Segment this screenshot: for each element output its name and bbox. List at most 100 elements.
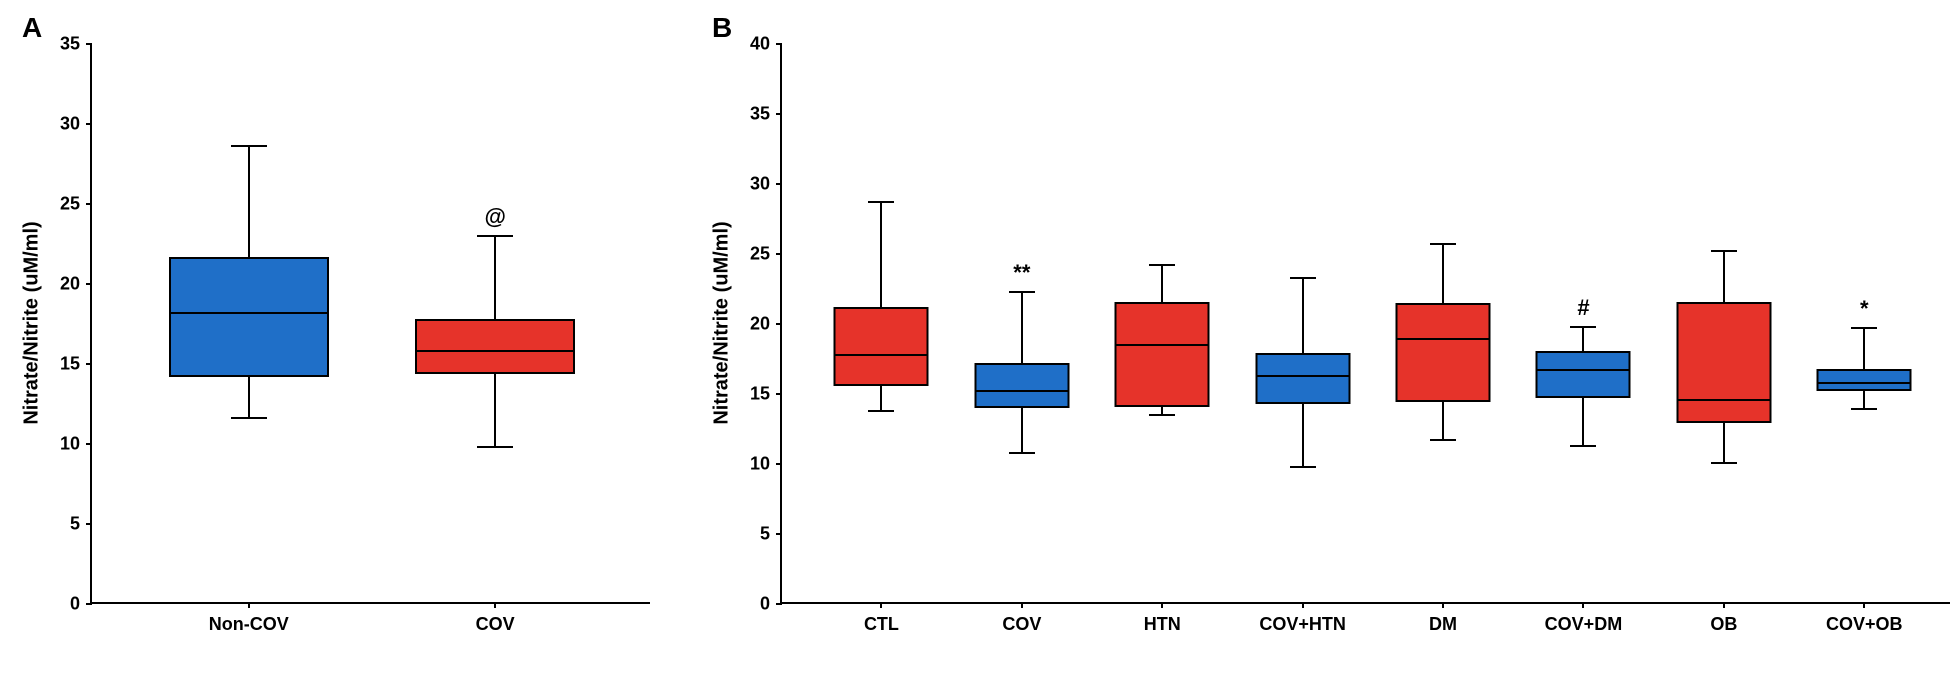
whisker-cap xyxy=(1149,414,1175,416)
xtick-label: HTN xyxy=(1144,614,1181,635)
panel-a-wrap: A Nitrate/Nitrite (uM/ml) 05101520253035… xyxy=(20,12,660,655)
ytick xyxy=(776,323,782,325)
box xyxy=(1396,303,1491,402)
whisker-cap xyxy=(1290,277,1316,279)
whisker xyxy=(1021,292,1023,363)
ytick xyxy=(86,443,92,445)
box xyxy=(1255,353,1350,403)
xtick-label: COV xyxy=(1002,614,1041,635)
ytick xyxy=(776,463,782,465)
ytick xyxy=(86,523,92,525)
xtick xyxy=(1021,602,1023,608)
whisker xyxy=(1161,265,1163,301)
panel-b-wrap: B Nitrate/Nitrite (uM/ml) 05101520253035… xyxy=(710,12,1960,655)
xtick xyxy=(1863,602,1865,608)
box xyxy=(974,363,1069,408)
significance-mark: # xyxy=(1577,295,1589,321)
xtick xyxy=(1302,602,1304,608)
xtick xyxy=(248,602,250,608)
median-line xyxy=(1115,344,1210,346)
ytick-label: 30 xyxy=(750,174,770,195)
xtick-label: COV+OB xyxy=(1826,614,1903,635)
ytick xyxy=(776,43,782,45)
box xyxy=(834,307,929,385)
whisker-cap xyxy=(1009,291,1035,293)
ytick-label: 35 xyxy=(60,34,80,55)
panel-a-area: Nitrate/Nitrite (uM/ml) 05101520253035No… xyxy=(90,44,650,604)
whisker xyxy=(1863,391,1865,409)
whisker-cap xyxy=(231,417,267,419)
xtick-label: COV+DM xyxy=(1545,614,1623,635)
whisker xyxy=(1863,328,1865,369)
ytick-label: 15 xyxy=(750,384,770,405)
whisker-cap xyxy=(1290,466,1316,468)
ytick-label: 30 xyxy=(60,114,80,135)
xtick-label: COV+HTN xyxy=(1259,614,1346,635)
ytick xyxy=(86,603,92,605)
panel-a-plot: Nitrate/Nitrite (uM/ml) 05101520253035No… xyxy=(20,40,660,655)
ytick xyxy=(86,363,92,365)
whisker xyxy=(494,374,496,448)
whisker-cap xyxy=(868,410,894,412)
whisker-cap xyxy=(1570,326,1596,328)
ytick xyxy=(86,123,92,125)
whisker xyxy=(1582,398,1584,446)
xtick-label: OB xyxy=(1710,614,1737,635)
box xyxy=(1536,351,1631,399)
whisker xyxy=(1442,402,1444,440)
whisker xyxy=(1021,408,1023,453)
median-line xyxy=(1676,399,1771,401)
median-line xyxy=(1817,382,1912,384)
whisker xyxy=(248,377,250,419)
whisker-cap xyxy=(1149,264,1175,266)
whisker-cap xyxy=(1711,250,1737,252)
ytick xyxy=(776,113,782,115)
ytick xyxy=(776,393,782,395)
whisker xyxy=(494,236,496,319)
ytick-label: 25 xyxy=(60,194,80,215)
xtick xyxy=(1161,602,1163,608)
median-line xyxy=(415,350,575,352)
whisker xyxy=(248,146,250,256)
figure: A Nitrate/Nitrite (uM/ml) 05101520253035… xyxy=(20,12,1940,671)
xtick xyxy=(880,602,882,608)
whisker-cap xyxy=(1430,243,1456,245)
panel-b-area: Nitrate/Nitrite (uM/ml) 0510152025303540… xyxy=(780,44,1950,604)
median-line xyxy=(834,354,929,356)
ytick xyxy=(776,603,782,605)
ytick-label: 20 xyxy=(750,314,770,335)
whisker-cap xyxy=(1851,408,1877,410)
ytick-label: 10 xyxy=(750,454,770,475)
whisker-cap xyxy=(231,145,267,147)
median-line xyxy=(1536,369,1631,371)
whisker xyxy=(1723,251,1725,301)
ytick-label: 20 xyxy=(60,274,80,295)
panel-b-plot: Nitrate/Nitrite (uM/ml) 0510152025303540… xyxy=(710,40,1960,655)
ytick xyxy=(776,183,782,185)
panel-a-ylabel: Nitrate/Nitrite (uM/ml) xyxy=(21,221,44,424)
ytick-label: 5 xyxy=(760,524,770,545)
whisker-cap xyxy=(1711,462,1737,464)
box xyxy=(169,257,329,377)
whisker-cap xyxy=(868,201,894,203)
whisker-cap xyxy=(1430,439,1456,441)
ytick xyxy=(776,253,782,255)
panel-b-ylabel: Nitrate/Nitrite (uM/ml) xyxy=(711,221,734,424)
median-line xyxy=(1396,338,1491,340)
box xyxy=(1817,369,1912,391)
median-line xyxy=(169,312,329,314)
ytick xyxy=(86,43,92,45)
box xyxy=(1115,302,1210,407)
significance-mark: @ xyxy=(484,204,505,230)
significance-mark: * xyxy=(1860,296,1869,322)
whisker-cap xyxy=(477,446,513,448)
ytick-label: 35 xyxy=(750,104,770,125)
ytick-label: 5 xyxy=(70,514,80,535)
whisker-cap xyxy=(1009,452,1035,454)
whisker xyxy=(1442,244,1444,303)
xtick xyxy=(1723,602,1725,608)
ytick-label: 25 xyxy=(750,244,770,265)
ytick xyxy=(86,283,92,285)
median-line xyxy=(974,390,1069,392)
xtick xyxy=(1442,602,1444,608)
